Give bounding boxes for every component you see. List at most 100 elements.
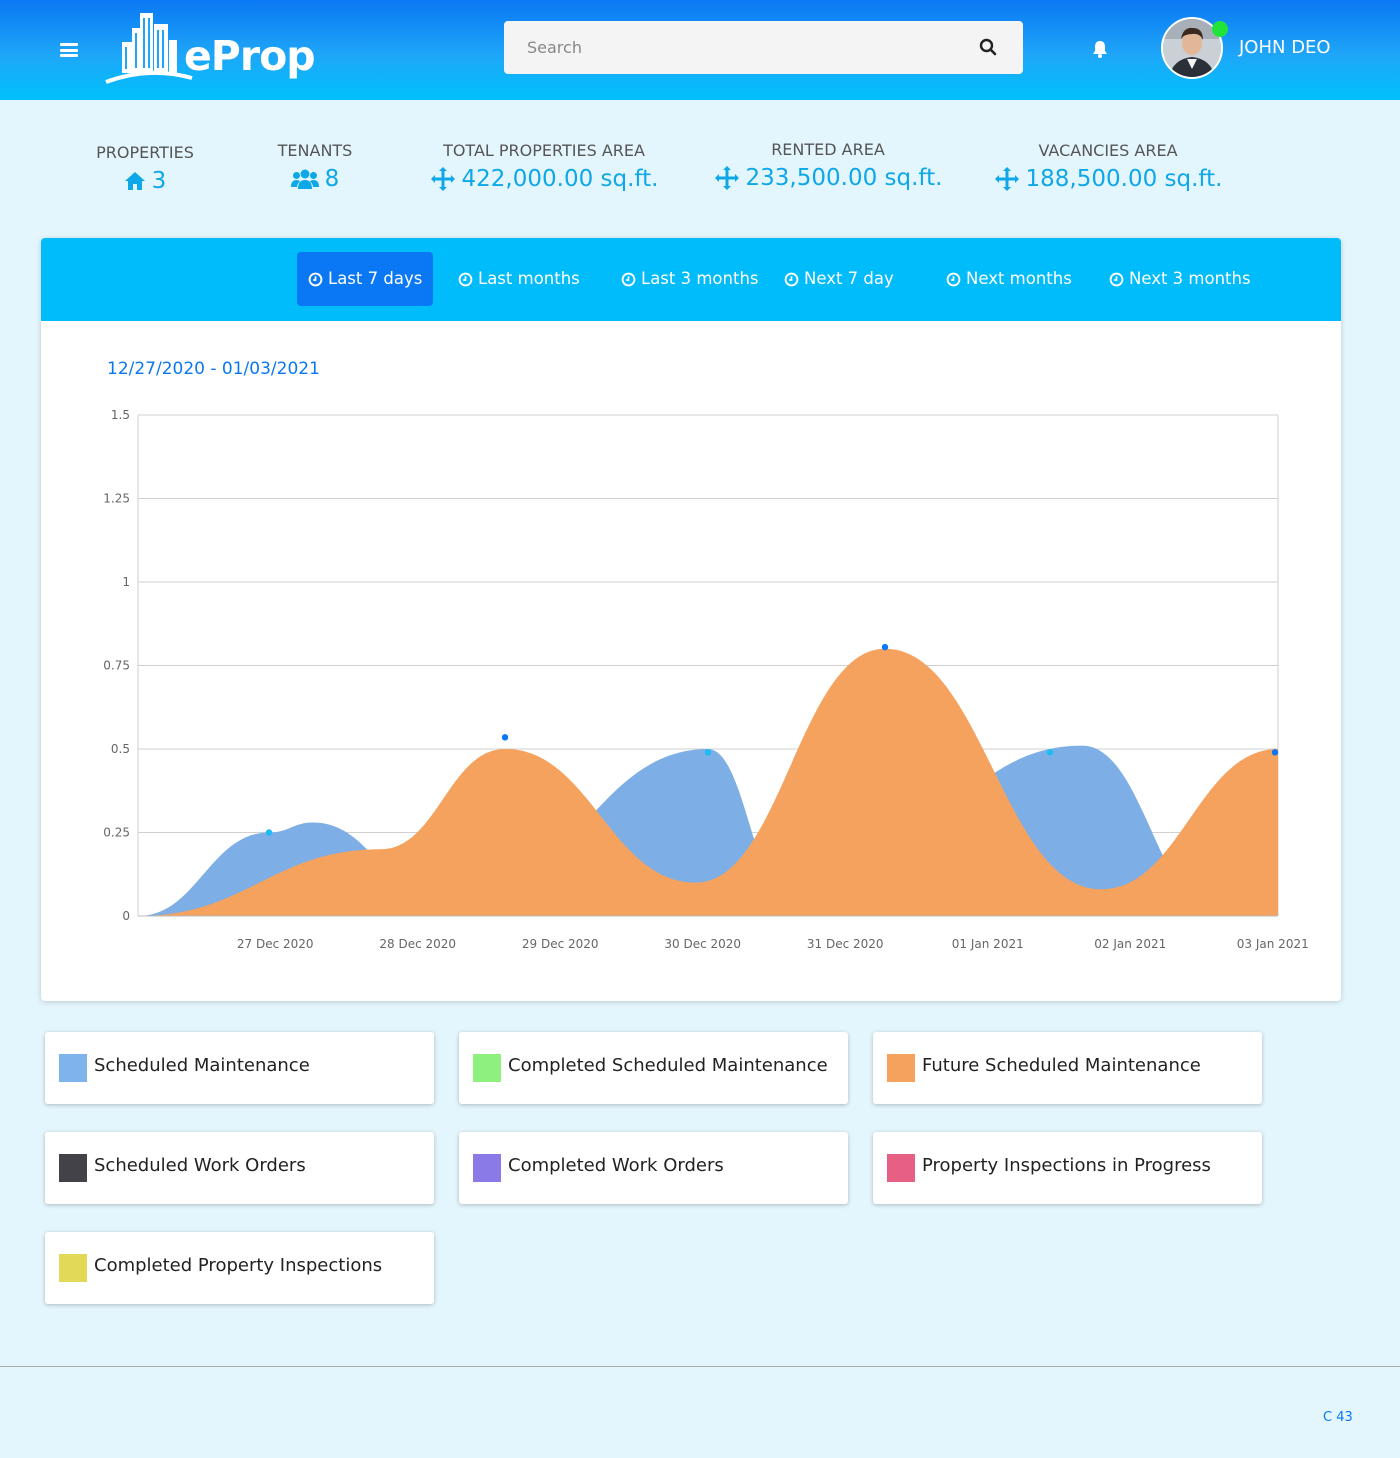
legend-swatch — [59, 1054, 87, 1082]
menu-icon[interactable] — [60, 43, 78, 57]
data-point-future-scheduled-maintenance — [501, 734, 509, 741]
stat-value: 3 — [151, 168, 167, 194]
user-photo-icon — [1163, 19, 1221, 77]
stat-rented-area: RENTED AREA 233,500.00 sq.ft. — [708, 140, 948, 191]
legend-label: Scheduled Work Orders — [94, 1155, 306, 1176]
tab-next-7-day[interactable]: Next 7 day — [773, 252, 905, 306]
legend-item-completed-property-inspections[interactable]: Completed Property Inspections — [45, 1232, 434, 1304]
clock-icon — [621, 272, 636, 286]
user-name[interactable]: JOHN DEO — [1239, 37, 1331, 58]
stat-value: 8 — [324, 166, 340, 192]
x-tick-label: 31 Dec 2020 — [807, 937, 884, 951]
x-tick-label: 30 Dec 2020 — [664, 937, 741, 951]
avatar[interactable] — [1161, 17, 1223, 79]
y-tick-label: 1.25 — [103, 492, 130, 506]
stat-value: 233,500.00 sq.ft. — [745, 165, 943, 191]
stat-value: 188,500.00 sq.ft. — [1025, 166, 1223, 192]
legend-label: Completed Scheduled Maintenance — [508, 1055, 828, 1076]
x-tick-label: 03 Jan 2021 — [1237, 937, 1309, 951]
period-tabs: Last 7 days Last months Last 3 months Ne… — [41, 238, 1341, 321]
y-tick-label: 0.75 — [103, 659, 130, 673]
home-icon — [124, 172, 145, 190]
legend-swatch — [59, 1254, 87, 1282]
y-tick-label: 0.5 — [111, 742, 130, 756]
arrows-icon — [994, 167, 1019, 191]
stat-value: 422,000.00 sq.ft. — [461, 166, 659, 192]
tab-last-7-days[interactable]: Last 7 days — [297, 252, 434, 306]
y-tick-label: 1 — [122, 575, 130, 589]
users-icon — [290, 169, 319, 189]
stat-properties: PROPERTIES 3 — [90, 143, 200, 194]
data-point-scheduled-maintenance — [265, 829, 273, 836]
top-header: eProp JOHN DEO — [0, 0, 1400, 100]
tab-next-months[interactable]: Next months — [935, 252, 1083, 306]
stat-total-area: TOTAL PROPERTIES AREA 422,000.00 sq.ft. — [424, 141, 664, 192]
stat-vacancies-area: VACANCIES AREA 188,500.00 sq.ft. — [988, 141, 1228, 192]
tab-label: Next 7 day — [804, 269, 894, 288]
legend-swatch — [887, 1054, 915, 1082]
x-tick-label: 29 Dec 2020 — [522, 937, 599, 951]
legend-swatch — [473, 1154, 501, 1182]
arrows-icon — [430, 167, 455, 191]
chart-card: Last 7 days Last months Last 3 months Ne… — [41, 238, 1341, 1001]
arrows-icon — [714, 166, 739, 190]
stat-tenants: TENANTS 8 — [265, 141, 365, 192]
date-range: 12/27/2020 - 01/03/2021 — [107, 359, 320, 379]
x-tick-label: 28 Dec 2020 — [379, 937, 456, 951]
legend-label: Property Inspections in Progress — [922, 1155, 1211, 1176]
data-point-scheduled-maintenance — [1046, 749, 1054, 756]
y-tick-label: 1.5 — [111, 408, 130, 422]
x-tick-label: 01 Jan 2021 — [952, 937, 1024, 951]
legend-item-completed-work-orders[interactable]: Completed Work Orders — [459, 1132, 848, 1204]
legend-label: Scheduled Maintenance — [94, 1055, 310, 1076]
clock-icon — [784, 272, 799, 286]
brand-name: eProp — [184, 32, 316, 80]
legend-swatch — [887, 1154, 915, 1182]
data-point-scheduled-maintenance — [704, 749, 712, 756]
clock-icon — [946, 272, 961, 286]
legend-swatch — [59, 1154, 87, 1182]
data-point-future-scheduled-maintenance — [881, 643, 889, 651]
y-tick-label: 0 — [122, 909, 130, 923]
tab-label: Last 3 months — [641, 269, 759, 288]
footer-divider — [0, 1366, 1400, 1367]
legend-item-future-scheduled-maintenance[interactable]: Future Scheduled Maintenance — [873, 1032, 1262, 1104]
tab-next-3-months[interactable]: Next 3 months — [1098, 252, 1262, 306]
stat-label: PROPERTIES — [96, 143, 194, 162]
y-tick-label: 0.25 — [103, 826, 130, 840]
online-status-dot — [1212, 21, 1228, 37]
tab-label: Last months — [478, 269, 580, 288]
x-tick-label: 27 Dec 2020 — [237, 937, 314, 951]
brand-logo[interactable]: eProp — [104, 10, 324, 86]
legend-item-scheduled-work-orders[interactable]: Scheduled Work Orders — [45, 1132, 434, 1204]
area-chart: 0 0.25 0.5 0.75 1 1.25 1.5 27 Dec 2020 28 Dec 20… — [103, 408, 1309, 951]
clock-icon — [308, 272, 323, 286]
legend-item-scheduled-maintenance[interactable]: Scheduled Maintenance — [45, 1032, 434, 1104]
stat-label: RENTED AREA — [771, 140, 885, 159]
legend-item-completed-scheduled-maintenance[interactable]: Completed Scheduled Maintenance — [459, 1032, 848, 1104]
clock-icon — [1109, 272, 1124, 286]
search-box — [504, 21, 1023, 74]
series-area-future-scheduled-maintenance — [138, 648, 1278, 916]
tab-label: Next 3 months — [1129, 269, 1251, 288]
stat-label: TENANTS — [277, 141, 353, 160]
search-input[interactable] — [504, 21, 964, 74]
stat-label: TOTAL PROPERTIES AREA — [443, 141, 645, 160]
legend-label: Completed Work Orders — [508, 1155, 724, 1176]
legend-label: Future Scheduled Maintenance — [922, 1055, 1201, 1076]
footer-text: C 43 — [1323, 1410, 1353, 1425]
legend-item-property-inspections-in-progress[interactable]: Property Inspections in Progress — [873, 1132, 1262, 1204]
bell-icon[interactable] — [1090, 39, 1110, 59]
legend-label: Completed Property Inspections — [94, 1255, 383, 1276]
tab-last-3-months[interactable]: Last 3 months — [610, 252, 770, 306]
tab-last-months[interactable]: Last months — [447, 252, 591, 306]
stat-label: VACANCIES AREA — [1038, 141, 1178, 160]
tab-label: Next months — [966, 269, 1072, 288]
legend-swatch — [473, 1054, 501, 1082]
search-icon[interactable] — [979, 38, 997, 56]
tab-label: Last 7 days — [328, 269, 423, 288]
x-tick-label: 02 Jan 2021 — [1094, 937, 1166, 951]
data-point-future-scheduled-maintenance — [1271, 749, 1279, 756]
clock-icon — [458, 272, 473, 286]
buildings-icon — [105, 13, 193, 84]
